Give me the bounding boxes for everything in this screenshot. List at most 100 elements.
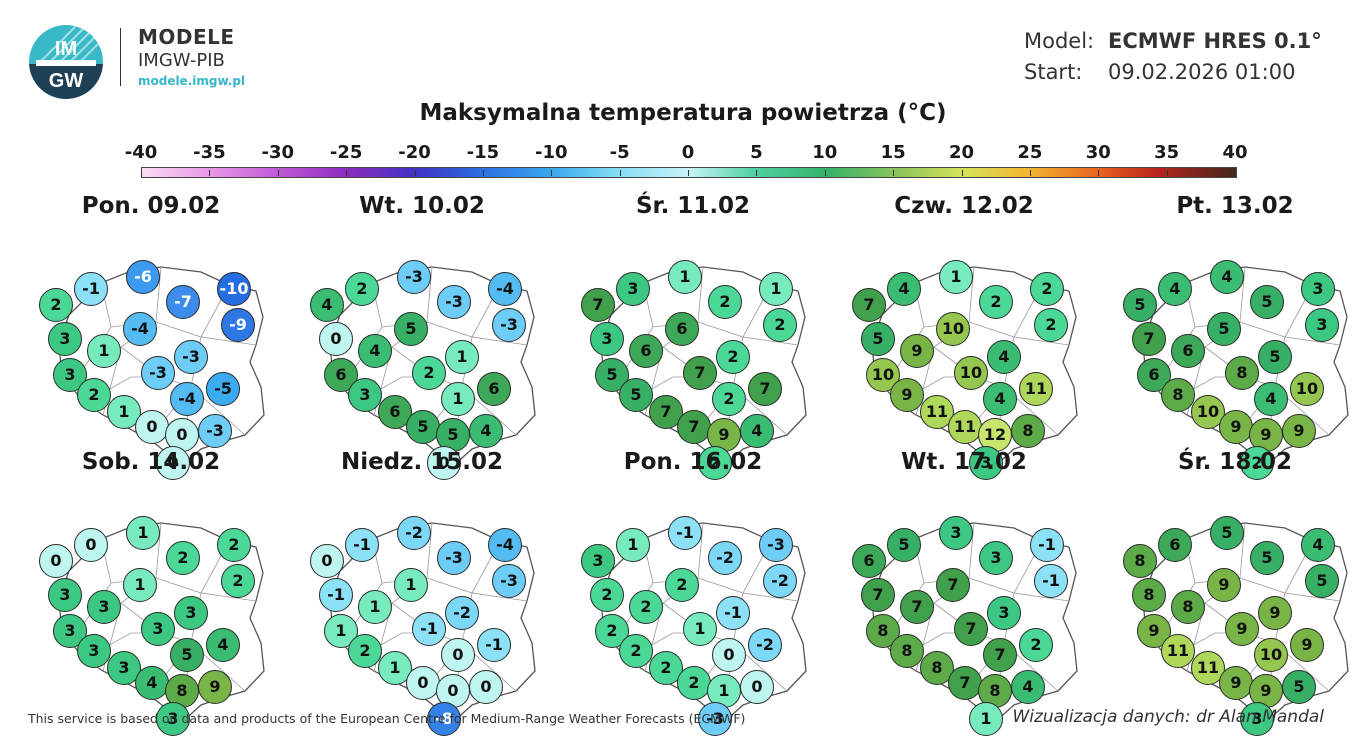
temperature-marker: 4 bbox=[1210, 260, 1244, 294]
temperature-marker: 8 bbox=[890, 634, 924, 668]
temperature-marker: 3 bbox=[107, 651, 141, 685]
colorbar-label: 10 bbox=[812, 142, 838, 163]
temperature-marker: 10 bbox=[1290, 372, 1324, 406]
temperature-marker: 2 bbox=[619, 634, 653, 668]
temperature-marker: 9 bbox=[1290, 628, 1324, 662]
colorbar-label: 20 bbox=[948, 142, 975, 163]
colorbar-ticks bbox=[141, 170, 1236, 176]
temperature-marker: -2 bbox=[397, 516, 431, 550]
temperature-marker: 8 bbox=[1132, 578, 1166, 612]
colorbar-tick bbox=[277, 170, 279, 176]
temperature-marker: 1 bbox=[123, 568, 157, 602]
temperature-marker: -1 bbox=[74, 272, 108, 306]
temperature-marker: 4 bbox=[1011, 670, 1045, 704]
temperature-marker: 5 bbox=[1250, 285, 1284, 319]
temperature-marker: 1 bbox=[939, 260, 973, 294]
temperature-marker: -10 bbox=[217, 272, 251, 306]
temperature-marker: 4 bbox=[310, 288, 344, 322]
temperature-marker: 2 bbox=[716, 340, 750, 374]
temperature-marker: 0 bbox=[712, 638, 746, 672]
temperature-marker: 8 bbox=[1123, 544, 1157, 578]
temperature-marker: 8 bbox=[1225, 356, 1259, 390]
day-title: Pon. 16.02 bbox=[623, 449, 763, 475]
colorbar-tick bbox=[141, 170, 142, 176]
colorbar-label: -30 bbox=[261, 142, 295, 163]
temperature-marker: 1 bbox=[87, 334, 121, 368]
temperature-marker: 7 bbox=[936, 568, 970, 602]
temperature-marker: -7 bbox=[166, 285, 200, 319]
temperature-marker: -3 bbox=[174, 340, 208, 374]
temperature-marker: 0 bbox=[406, 666, 440, 700]
temperature-marker: 4 bbox=[469, 414, 503, 448]
imgw-logo-mark: IM GW bbox=[29, 25, 103, 99]
temperature-marker: 2 bbox=[412, 356, 446, 390]
day-title: Śr. 18.02 bbox=[1177, 449, 1293, 475]
temperature-marker: 7 bbox=[983, 638, 1017, 672]
temperature-marker: 5 bbox=[619, 378, 653, 412]
temperature-marker: 6 bbox=[665, 312, 699, 346]
colorbar-tick bbox=[414, 170, 416, 176]
temperature-marker: 9 bbox=[1258, 596, 1292, 630]
temperature-marker: 3 bbox=[48, 322, 82, 356]
temperature-marker: 1 bbox=[969, 702, 1003, 736]
temperature-marker: -1 bbox=[668, 516, 702, 550]
colorbar-label: -5 bbox=[609, 142, 630, 163]
temperature-marker: 9 bbox=[1219, 666, 1253, 700]
colorbar-tick bbox=[1235, 170, 1236, 176]
logo-url-link[interactable]: modele.imgw.pl bbox=[138, 74, 246, 88]
colorbar-label: -10 bbox=[534, 142, 568, 163]
temperature-marker: 10 bbox=[954, 356, 988, 390]
temperature-marker: 5 bbox=[1282, 670, 1316, 704]
temperature-marker: 1 bbox=[394, 568, 428, 602]
temperature-marker: 2 bbox=[763, 308, 797, 342]
temperature-marker: -3 bbox=[141, 356, 175, 390]
temperature-marker: 2 bbox=[217, 528, 251, 562]
colorbar-label: -35 bbox=[193, 142, 226, 163]
temperature-marker: -1 bbox=[477, 628, 511, 662]
temperature-marker: 6 bbox=[629, 334, 663, 368]
colorbar-tick bbox=[482, 170, 484, 176]
temperature-marker: 4 bbox=[1301, 528, 1335, 562]
temperature-marker: -3 bbox=[492, 564, 526, 598]
temperature-marker: 8 bbox=[1171, 590, 1205, 624]
temperature-marker: 11 bbox=[920, 395, 954, 429]
temperature-marker: 11 bbox=[1161, 634, 1195, 668]
temperature-marker: 9 bbox=[198, 670, 232, 704]
colorbar-label: 5 bbox=[750, 142, 763, 163]
temperature-marker: 7 bbox=[948, 666, 982, 700]
temperature-marker: 4 bbox=[135, 666, 169, 700]
temperature-marker: -4 bbox=[488, 528, 522, 562]
temperature-marker: 5 bbox=[1123, 288, 1157, 322]
temperature-marker: -1 bbox=[1030, 528, 1064, 562]
temperature-marker: -2 bbox=[708, 541, 742, 575]
temperature-marker: 3 bbox=[590, 322, 624, 356]
temperature-marker: -1 bbox=[716, 596, 750, 630]
temperature-marker: -9 bbox=[221, 308, 255, 342]
temperature-marker: -3 bbox=[492, 308, 526, 342]
colorbar-label: 30 bbox=[1085, 142, 1111, 163]
start-label: Start: bbox=[1024, 60, 1083, 84]
day-title: Wt. 10.02 bbox=[359, 193, 485, 219]
temperature-marker: 0 bbox=[469, 670, 503, 704]
temperature-marker: -4 bbox=[123, 312, 157, 346]
colorbar-label: 15 bbox=[880, 142, 906, 163]
temperature-marker: 7 bbox=[683, 356, 717, 390]
temperature-marker: 0 bbox=[441, 638, 475, 672]
colorbar-tick bbox=[1029, 170, 1031, 176]
logo-separator bbox=[120, 28, 121, 86]
temperature-marker: 6 bbox=[1171, 334, 1205, 368]
start-value: 09.02.2026 01:00 bbox=[1108, 60, 1296, 84]
temperature-marker: 1 bbox=[441, 382, 475, 416]
temperature-marker: 5 bbox=[1207, 312, 1241, 346]
temperature-marker: 7 bbox=[581, 288, 615, 322]
temperature-marker: 3 bbox=[1301, 272, 1335, 306]
svg-text:IM: IM bbox=[55, 38, 77, 60]
poland-map: 6 5 4 8 5 5 8 9 8 9 9 9 9 11 10 11 9 9 5 3 bbox=[1115, 483, 1355, 736]
temperature-marker: 2 bbox=[348, 634, 382, 668]
temperature-marker: -4 bbox=[170, 382, 204, 416]
temperature-marker: -3 bbox=[397, 260, 431, 294]
ecmwf-credit: This service is based on data and produc… bbox=[28, 711, 746, 726]
day-title: Pt. 13.02 bbox=[1176, 193, 1294, 219]
colorbar-label: -15 bbox=[466, 142, 500, 163]
colorbar-tick bbox=[961, 170, 963, 176]
